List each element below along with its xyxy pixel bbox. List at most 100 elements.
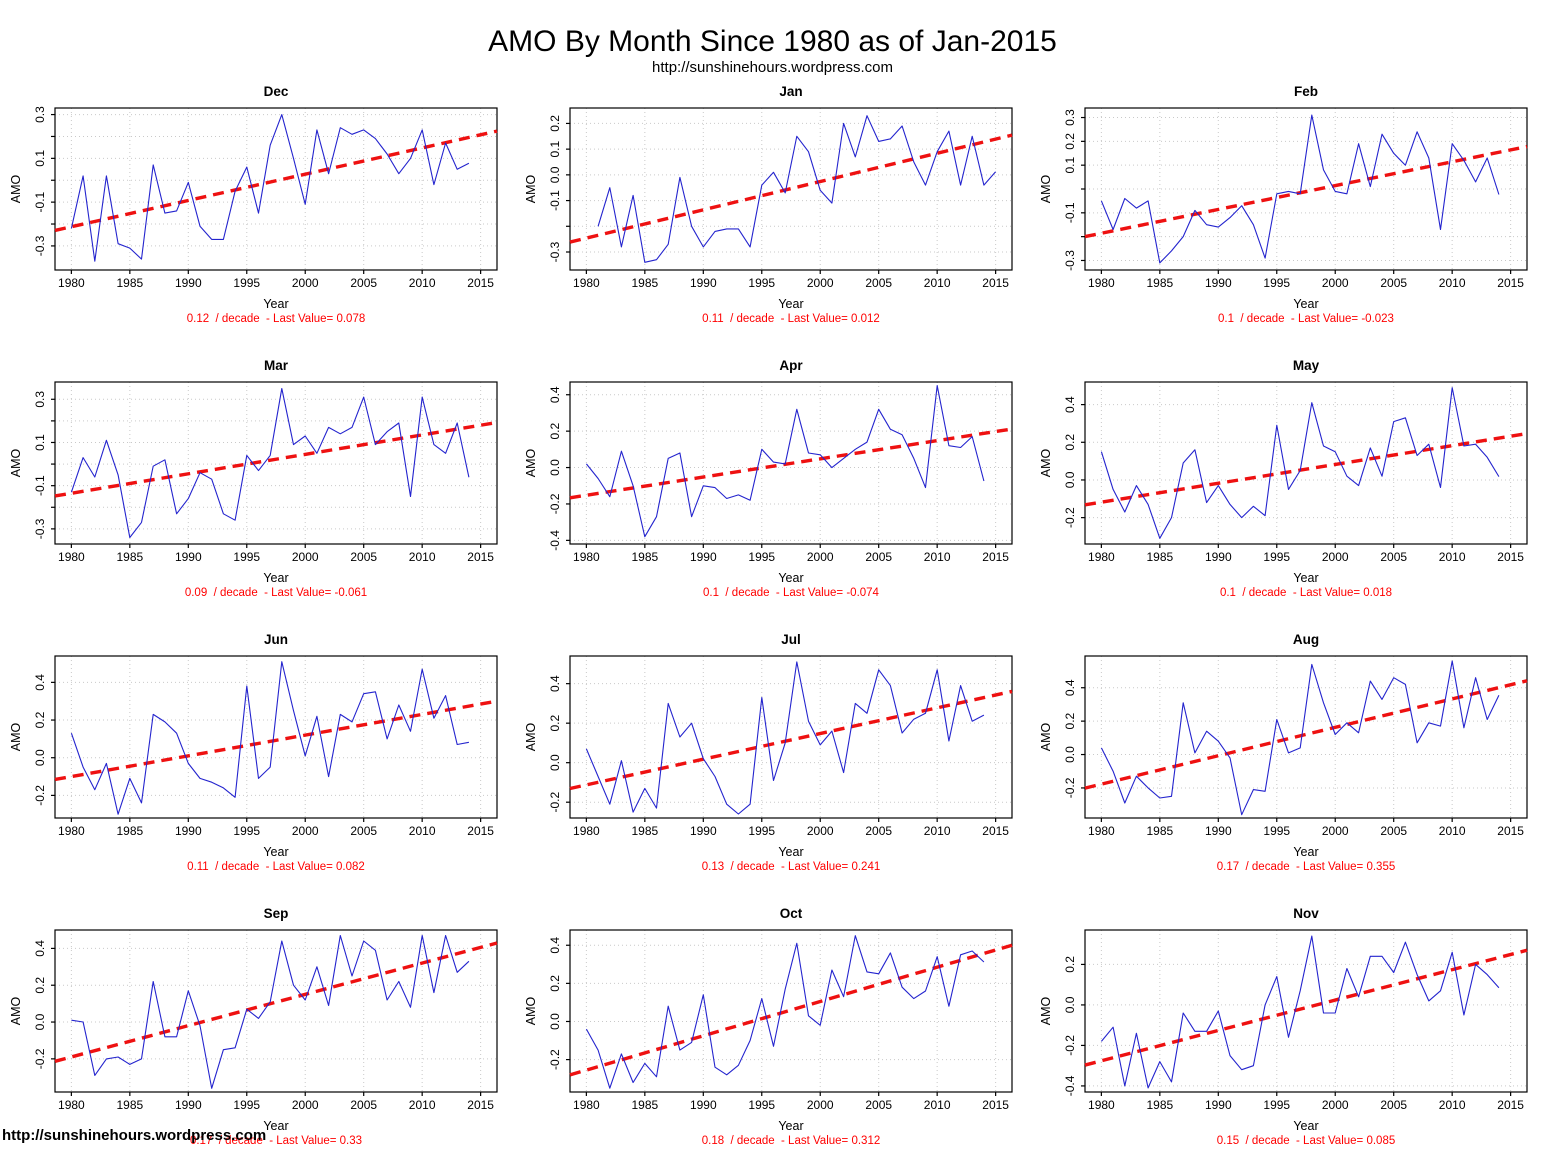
x-tick-label: 1995 xyxy=(1263,276,1290,290)
x-tick-label: 1990 xyxy=(690,276,717,290)
plot-box xyxy=(54,381,498,545)
y-tick-label: 0.4 xyxy=(33,674,47,691)
chart-caption: 0.13 / decade - Last Value= 0.241 xyxy=(701,861,881,873)
trend-line xyxy=(569,689,1013,791)
x-tick-label: 2015 xyxy=(982,550,1009,564)
x-tick-label: 1985 xyxy=(116,824,143,838)
x-tick-label: 2010 xyxy=(924,1098,951,1112)
chart-plot: 1980 1985 1990 1995 2000 2005 2010 2015 0.2 0.1 0.… xyxy=(524,107,1013,290)
x-tick-label: 2010 xyxy=(1439,276,1466,290)
chart-title: Jul xyxy=(781,632,801,647)
grid-lines xyxy=(55,382,497,544)
chart-title: Feb xyxy=(1293,84,1318,99)
x-tick-label: 2000 xyxy=(807,824,834,838)
x-tick-label: 1985 xyxy=(631,1098,658,1112)
chart-cell-aug: Aug 1980 1985 1990 1995 2000 2005 2010 2015 0.4 0… xyxy=(1030,628,1545,902)
chart-plot: 1980 1985 1990 1995 2000 2005 2010 2015 0.3 0.2 0.… xyxy=(1039,107,1528,290)
x-tick-label: 2005 xyxy=(1380,1098,1407,1112)
x-tick-label: 1980 xyxy=(1088,1098,1115,1112)
x-tick-label: 2015 xyxy=(467,550,494,564)
y-tick-label: 0.3 xyxy=(33,106,47,123)
chart-caption: 0.17 / decade - Last Value= 0.355 xyxy=(1216,861,1396,873)
chart-plot: 1980 1985 1990 1995 2000 2005 2010 2015 0.4 0.2 0.… xyxy=(9,929,498,1112)
y-tick-label: 0.0 xyxy=(1063,996,1077,1013)
series-line xyxy=(585,385,985,538)
plot-box xyxy=(54,929,498,1093)
y-tick-label: 0.4 xyxy=(548,386,562,403)
series-line xyxy=(70,387,470,539)
y-tick-label: 0.2 xyxy=(1063,133,1077,150)
x-tick-label: 2015 xyxy=(982,276,1009,290)
y-axis-label: AMO xyxy=(9,448,23,477)
y-tick-label: -0.2 xyxy=(33,785,47,806)
chart-cell-jul: Jul 1980 1985 1990 1995 2000 2005 2010 2015 0.4 0… xyxy=(515,628,1030,902)
series-line xyxy=(585,661,985,815)
x-tick-label: 1995 xyxy=(233,1098,260,1112)
x-tick-label: 1990 xyxy=(690,824,717,838)
chart-cell-jan: Jan 1980 1985 1990 1995 2000 2005 2010 2015 0.2 0… xyxy=(515,80,1030,354)
y-tick-label: 0.0 xyxy=(1063,746,1077,763)
x-tick-label: 1995 xyxy=(1263,550,1290,564)
x-tick-label: 2010 xyxy=(409,824,436,838)
trend-line xyxy=(54,941,498,1063)
x-tick-label: 2015 xyxy=(467,824,494,838)
x-tick-label: 1995 xyxy=(1263,824,1290,838)
y-tick-label: 0.2 xyxy=(548,115,562,132)
page-subtitle: http://sunshinehours.wordpress.com xyxy=(652,59,893,76)
x-tick-label: 1995 xyxy=(233,824,260,838)
x-tick-label: 2010 xyxy=(409,550,436,564)
chart-cell-jun: Jun 1980 1985 1990 1995 2000 2005 2010 2015 0.4 0… xyxy=(0,628,515,902)
chart-plot: 1980 1985 1990 1995 2000 2005 2010 2015 0.4 0.2 0.… xyxy=(524,381,1013,564)
plot-box xyxy=(569,929,1013,1093)
y-tick-label: 0.2 xyxy=(1063,956,1077,973)
y-tick-label: -0.3 xyxy=(548,241,562,262)
y-tick-label: 0.2 xyxy=(1063,712,1077,729)
trend-line xyxy=(54,420,498,498)
y-tick-label: 0.2 xyxy=(33,977,47,994)
x-tick-label: 1990 xyxy=(690,1098,717,1112)
grid-lines xyxy=(1085,108,1527,270)
y-tick-label: -0.4 xyxy=(548,530,562,551)
x-tick-label: 2000 xyxy=(292,276,319,290)
y-tick-label: 0.4 xyxy=(33,940,47,957)
y-tick-label: 0.0 xyxy=(548,166,562,183)
x-tick-label: 1980 xyxy=(1088,550,1115,564)
trend-line xyxy=(569,133,1013,244)
y-tick-label: 0.2 xyxy=(1063,434,1077,451)
page-title: AMO By Month Since 1980 as of Jan-2015 xyxy=(488,25,1057,58)
x-axis-label: Year xyxy=(778,1119,804,1133)
plot-box xyxy=(569,655,1013,819)
x-tick-label: 2005 xyxy=(865,276,892,290)
grid-lines xyxy=(570,108,1012,270)
y-tick-label: 0.2 xyxy=(548,715,562,732)
x-tick-label: 2015 xyxy=(1497,276,1524,290)
y-tick-label: -0.3 xyxy=(33,518,47,539)
x-tick-label: 1995 xyxy=(748,550,775,564)
chart-title: Aug xyxy=(1292,632,1320,647)
x-tick-label: 1980 xyxy=(573,550,600,564)
x-tick-label: 1980 xyxy=(573,824,600,838)
x-tick-label: 1990 xyxy=(1205,276,1232,290)
y-axis-label: AMO xyxy=(1039,722,1053,751)
y-tick-label: 0.1 xyxy=(548,140,562,157)
series-line xyxy=(597,115,997,263)
y-tick-label: -0.2 xyxy=(548,792,562,813)
y-tick-label: -0.2 xyxy=(1063,777,1077,798)
y-tick-label: 0.4 xyxy=(1063,396,1077,413)
x-tick-label: 1990 xyxy=(1205,1098,1232,1112)
x-tick-label: 2000 xyxy=(1322,824,1349,838)
x-tick-label: 1980 xyxy=(58,276,85,290)
y-tick-label: 0.4 xyxy=(548,937,562,954)
x-tick-label: 2005 xyxy=(350,276,377,290)
chart-cell-oct: Oct 1980 1985 1990 1995 2000 2005 2010 2015 0.4 0… xyxy=(515,902,1030,1158)
x-tick-label: 2000 xyxy=(807,550,834,564)
x-tick-label: 2005 xyxy=(1380,550,1407,564)
y-tick-label: -0.2 xyxy=(33,1048,47,1069)
x-tick-label: 1995 xyxy=(233,550,260,564)
trend-line xyxy=(1084,431,1528,507)
y-tick-label: -0.3 xyxy=(1063,250,1077,271)
x-tick-label: 1990 xyxy=(1205,550,1232,564)
chart-title: Nov xyxy=(1293,906,1319,921)
plot-box xyxy=(569,107,1013,271)
chart-title: Oct xyxy=(779,906,803,921)
